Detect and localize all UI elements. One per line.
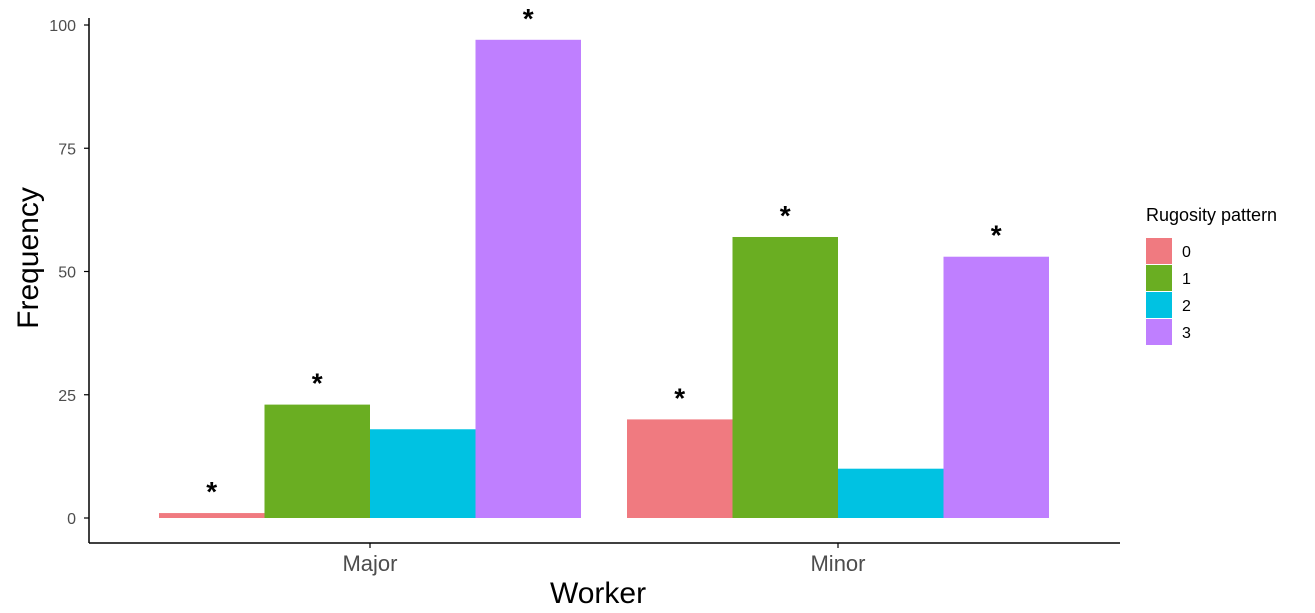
y-tick-label: 75: [58, 141, 76, 158]
bar-minor-1: [732, 236, 838, 519]
legend-label-2: 2: [1182, 298, 1191, 315]
legend-label-1: 1: [1182, 271, 1191, 288]
significance-star: *: [674, 382, 685, 413]
significance-star: *: [780, 200, 791, 231]
y-tick-label: 0: [67, 511, 76, 528]
x-axis-title: Worker: [550, 577, 646, 610]
significance-star: *: [523, 3, 534, 34]
bar-minor-0: [627, 419, 733, 518]
bars-group: [159, 39, 1049, 519]
y-tick-label: 100: [49, 18, 76, 35]
bar-major-0: [159, 513, 265, 518]
legend-swatch-2: [1146, 292, 1172, 318]
y-axis-ticks: 0 25 50 75 100: [49, 18, 89, 528]
bar-major-3: [475, 39, 581, 518]
bar-major-1: [264, 404, 370, 518]
significance-star: *: [991, 220, 1002, 251]
significance-star: *: [206, 476, 217, 507]
legend-swatch-0: [1146, 238, 1172, 264]
legend-label-0: 0: [1182, 244, 1191, 261]
bar-major-2: [370, 429, 476, 518]
bar-minor-2: [838, 468, 944, 518]
x-tick-label: Minor: [810, 551, 865, 576]
legend-swatch-1: [1146, 265, 1172, 291]
y-axis-title: Frequency: [12, 187, 45, 329]
significance-marks: * * * * * *: [206, 3, 1002, 507]
legend-label-3: 3: [1182, 325, 1191, 342]
legend-title: Rugosity pattern: [1146, 205, 1277, 225]
y-tick-label: 25: [58, 388, 76, 405]
legend: Rugosity pattern 0 1 2 3: [1146, 205, 1277, 345]
x-tick-label: Major: [342, 551, 397, 576]
bar-minor-3: [943, 256, 1049, 518]
y-tick-label: 50: [58, 265, 76, 282]
legend-swatch-3: [1146, 319, 1172, 345]
x-axis-ticks: Major Minor: [342, 543, 866, 576]
significance-star: *: [312, 368, 323, 399]
